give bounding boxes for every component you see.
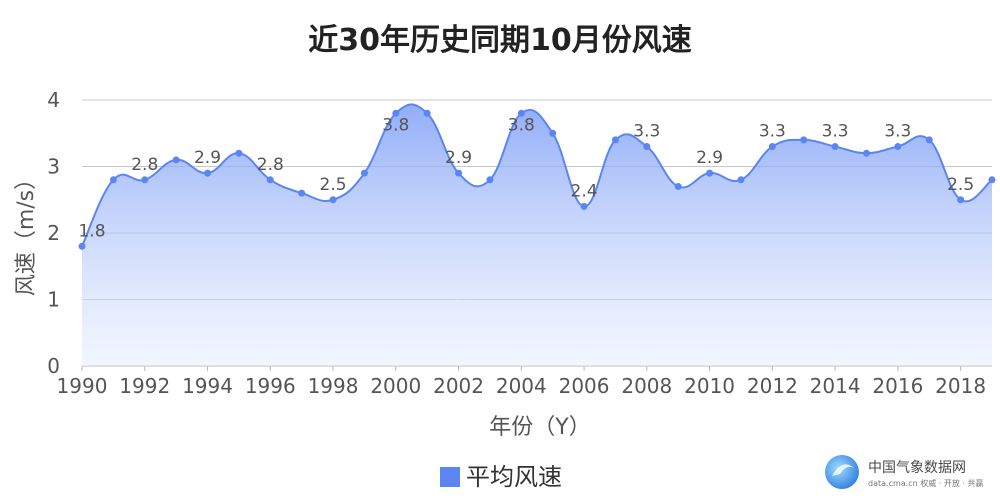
- data-point: [204, 169, 212, 177]
- x-tick-label: 2012: [747, 374, 798, 398]
- x-tick-label: 2014: [810, 374, 861, 398]
- x-tick-label: 2000: [370, 374, 421, 398]
- data-point: [988, 176, 996, 184]
- data-point: [235, 149, 243, 157]
- data-labels: 1.8 2.8 2.9 2.8 2.5 3.8 2.9 3.8 2.4 3.3 2.9 3.3 3.3 3…: [78, 115, 974, 241]
- data-point: [486, 176, 494, 184]
- y-axis-title: 风速（m/s）: [14, 168, 39, 296]
- corner-watermark-url: data.cma.cn 权威 · 开放 · 共赢: [868, 478, 983, 488]
- x-tick-label: 2006: [559, 374, 610, 398]
- y-tick-label: 3: [47, 155, 60, 179]
- data-point: [329, 196, 337, 204]
- data-label: 2.8: [131, 155, 158, 175]
- y-axis-ticks: 0 1 2 3 4: [47, 88, 60, 378]
- data-label: 2.5: [320, 175, 347, 195]
- data-point: [643, 143, 651, 151]
- data-point: [737, 176, 745, 184]
- x-tick-label: 2008: [621, 374, 672, 398]
- data-point: [172, 156, 180, 164]
- data-point: [768, 143, 776, 151]
- data-label: 2.5: [947, 175, 974, 195]
- x-axis-title: 年份（Y）: [489, 415, 590, 440]
- x-axis-ticks: 1990 1992 1994 1996 1998 2000 2002 2004 2006 2008…: [57, 366, 986, 398]
- y-tick-label: 1: [47, 288, 60, 312]
- data-point: [957, 196, 965, 204]
- area-fill: [82, 104, 992, 366]
- data-point: [894, 143, 902, 151]
- x-tick-label: 2002: [433, 374, 484, 398]
- data-point: [392, 109, 400, 117]
- corner-watermark-name: 中国气象数据网: [868, 460, 966, 476]
- x-tick-label: 2010: [684, 374, 735, 398]
- cma-logo-icon: [825, 455, 859, 489]
- data-point: [925, 136, 933, 144]
- data-label: 1.8: [78, 221, 105, 241]
- x-tick-label: 2004: [496, 374, 547, 398]
- data-label: 2.4: [571, 181, 598, 201]
- data-points: [78, 109, 996, 250]
- y-tick-label: 2: [47, 221, 60, 245]
- y-tick-label: 0: [47, 354, 60, 378]
- data-label: 3.3: [884, 122, 911, 142]
- legend-swatch: [440, 467, 460, 487]
- x-tick-label: 2018: [935, 374, 986, 398]
- x-tick-label: 1990: [57, 374, 108, 398]
- data-point: [611, 136, 619, 144]
- data-label: 2.9: [696, 148, 723, 168]
- x-tick-label: 1994: [182, 374, 233, 398]
- data-point: [266, 176, 274, 184]
- data-point: [674, 182, 682, 190]
- data-label: 2.9: [194, 148, 221, 168]
- legend-label: 平均风速: [466, 463, 562, 491]
- data-label: 3.3: [633, 122, 660, 142]
- x-tick-label: 2016: [872, 374, 923, 398]
- data-point: [141, 176, 149, 184]
- data-point: [831, 143, 839, 151]
- legend: 平均风速: [440, 463, 562, 491]
- data-point: [706, 169, 714, 177]
- data-point: [109, 176, 117, 184]
- data-label: 2.9: [445, 148, 472, 168]
- data-point: [455, 169, 463, 177]
- x-tick-label: 1992: [119, 374, 170, 398]
- data-label: 3.3: [822, 122, 849, 142]
- data-label: 3.8: [382, 115, 409, 135]
- data-point: [78, 242, 86, 250]
- data-label: 3.8: [508, 115, 535, 135]
- data-point: [800, 136, 808, 144]
- data-point: [549, 129, 557, 137]
- data-point: [517, 109, 525, 117]
- x-tick-label: 1998: [308, 374, 359, 398]
- data-point: [862, 149, 870, 157]
- data-label: 2.8: [257, 155, 284, 175]
- data-point: [360, 169, 368, 177]
- x-tick-label: 1996: [245, 374, 296, 398]
- y-tick-label: 4: [47, 88, 60, 112]
- corner-watermark: 中国气象数据网 data.cma.cn 权威 · 开放 · 共赢: [825, 455, 983, 489]
- data-point: [298, 189, 306, 197]
- chart-title: 近30年历史同期10月份风速: [308, 23, 692, 58]
- data-point: [423, 109, 431, 117]
- data-point: [580, 202, 588, 210]
- data-label: 3.3: [759, 122, 786, 142]
- cma-logo-swirl-icon: [832, 464, 854, 476]
